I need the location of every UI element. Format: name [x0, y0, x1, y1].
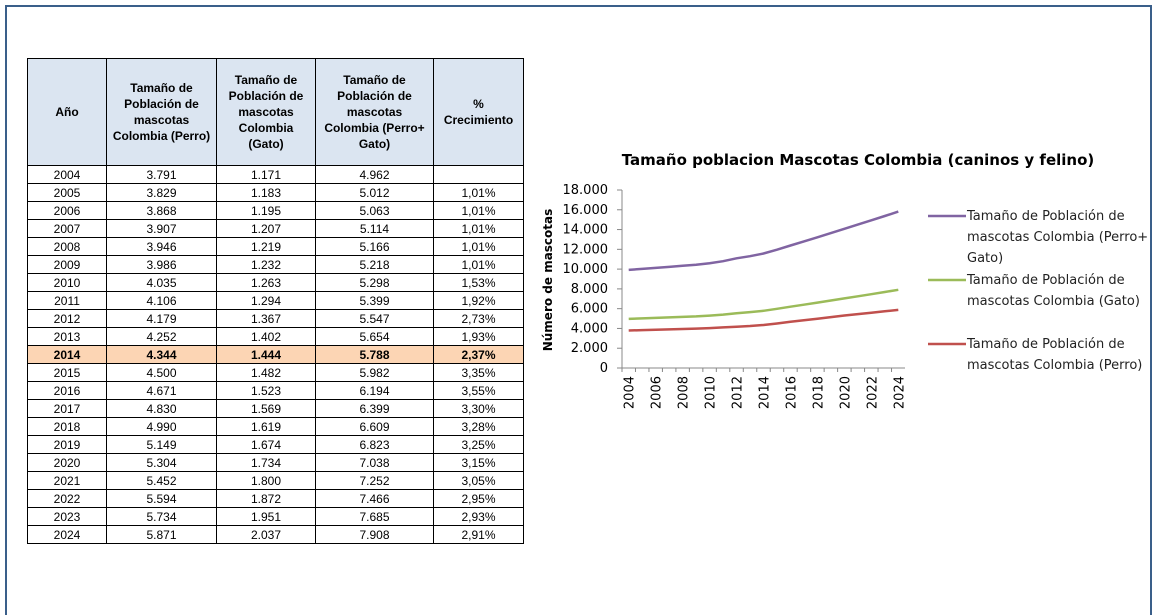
- y-tick-label: 2.000: [571, 341, 608, 356]
- table-row: 2022 5.594 1.872 7.466 2,95%: [27, 489, 524, 508]
- table-cell: 5.304: [106, 453, 217, 472]
- table-row: 2017 4.830 1.569 6.399 3,30%: [27, 399, 524, 418]
- y-tick-label: 12.000: [563, 242, 609, 257]
- table-cell: 7.038: [315, 453, 434, 472]
- x-tick-label: 2020: [838, 376, 853, 409]
- table-row: 2006 3.868 1.195 5.063 1,01%: [27, 201, 524, 220]
- x-tick-label: 2014: [758, 376, 773, 409]
- y-tick-label: 10.000: [563, 262, 609, 277]
- table-cell: 5.452: [106, 471, 217, 490]
- x-tick-label: 2010: [704, 376, 719, 409]
- header-cell: Tamaño de Población de mascotas Colombia…: [315, 58, 434, 166]
- legend-label: Tamaño de Población de mascotas Colombia…: [967, 209, 1149, 266]
- frame: [5, 5, 1152, 615]
- y-tick-label: 14.000: [563, 223, 609, 238]
- y-tick-label: 18.000: [563, 183, 609, 198]
- table-cell: 2006: [27, 201, 107, 220]
- header-cell: Año: [27, 58, 107, 166]
- table-row: 2020 5.304 1.734 7.038 3,15%: [27, 453, 524, 472]
- legend-label: Tamaño de Población de mascotas Colombia…: [967, 273, 1140, 309]
- table-cell: 4.106: [106, 291, 217, 310]
- table-cell: 2010: [27, 273, 107, 292]
- table-cell: 3,35%: [433, 363, 524, 382]
- table-cell: 4.962: [315, 165, 434, 184]
- line-series: [628, 308, 899, 332]
- table-cell: 2019: [27, 435, 107, 454]
- table-cell: 2005: [27, 183, 107, 202]
- table-cell: 2.037: [216, 525, 316, 544]
- x-tick-label: 2024: [892, 376, 907, 409]
- table-cell: 2017: [27, 399, 107, 418]
- legend-label: Tamaño de Población de mascotas Colombia…: [967, 337, 1143, 373]
- table-cell: 2015: [27, 363, 107, 382]
- table-cell: 2,91%: [433, 525, 524, 544]
- table-cell: 7.908: [315, 525, 434, 544]
- x-tick-label: 2016: [784, 376, 799, 409]
- table-cell: 2016: [27, 381, 107, 400]
- table-cell: 5.218: [315, 255, 434, 274]
- table-row: 2009 3.986 1.232 5.218 1,01%: [27, 255, 524, 274]
- line-series: [628, 288, 899, 321]
- table-row: 2008 3.946 1.219 5.166 1,01%: [27, 237, 524, 256]
- table-row: 2016 4.671 1.523 6.194 3,55%: [27, 381, 524, 400]
- x-tick-label: 2006: [650, 376, 665, 409]
- y-tick-label: 0: [600, 361, 608, 376]
- table-cell: 7.685: [315, 507, 434, 526]
- y-tick-label: 6.000: [571, 302, 608, 317]
- chart-title: Tamaño poblacion Mascotas Colombia (cani…: [622, 151, 1095, 169]
- table-row: 2024 5.871 2.037 7.908 2,91%: [27, 525, 524, 544]
- table-row: 2013 4.252 1.402 5.654 1,93%: [27, 327, 524, 346]
- x-tick-label: 2008: [677, 376, 692, 409]
- table-cell: 1.872: [216, 489, 316, 508]
- table-cell: 2,37%: [433, 345, 524, 364]
- table-cell: 3,05%: [433, 471, 524, 490]
- table-row: 2019 5.149 1.674 6.823 3,25%: [27, 435, 524, 454]
- table-row: 2014 4.344 1.444 5.788 2,37%: [27, 345, 524, 364]
- table-cell: 2,95%: [433, 489, 524, 508]
- table-cell: 2021: [27, 471, 107, 490]
- data-table: Año Tamaño de Población de mascotas Colom…: [27, 58, 524, 544]
- table-cell: 5.871: [106, 525, 217, 544]
- table-cell: 4.830: [106, 399, 217, 418]
- table-cell: 2008: [27, 237, 107, 256]
- y-tick-label: 8.000: [571, 282, 608, 297]
- header-cell: Tamaño de Población de mascotas Colombia…: [216, 58, 316, 166]
- x-tick-label: 2022: [865, 376, 880, 409]
- table-cell: 6.823: [315, 435, 434, 454]
- table-cell: 1,01%: [433, 237, 524, 256]
- table-cell: 3.986: [106, 255, 217, 274]
- x-tick-label: 2004: [623, 376, 638, 409]
- y-tick-label: 16.000: [563, 203, 609, 218]
- x-tick-label: 2018: [811, 376, 826, 409]
- header-row: Año Tamaño de Población de mascotas Colom…: [27, 58, 524, 166]
- table-cell: 5.012: [315, 183, 434, 202]
- y-axis-label: Número de mascotas: [541, 209, 555, 352]
- table-cell: 1.800: [216, 471, 316, 490]
- table-cell: 2014: [27, 345, 107, 364]
- x-tick-label: 2012: [731, 376, 746, 409]
- table-cell: 5.594: [106, 489, 217, 508]
- table-cell: 1,53%: [433, 273, 524, 292]
- line-series: [628, 210, 899, 272]
- table-cell: 2024: [27, 525, 107, 544]
- header-cell: % Crecimiento: [433, 58, 524, 166]
- table-row: 2005 3.829 1.183 5.012 1,01%: [27, 183, 524, 202]
- table-cell: 3,55%: [433, 381, 524, 400]
- y-tick-label: 4.000: [571, 321, 608, 336]
- table-cell: 1.219: [216, 237, 316, 256]
